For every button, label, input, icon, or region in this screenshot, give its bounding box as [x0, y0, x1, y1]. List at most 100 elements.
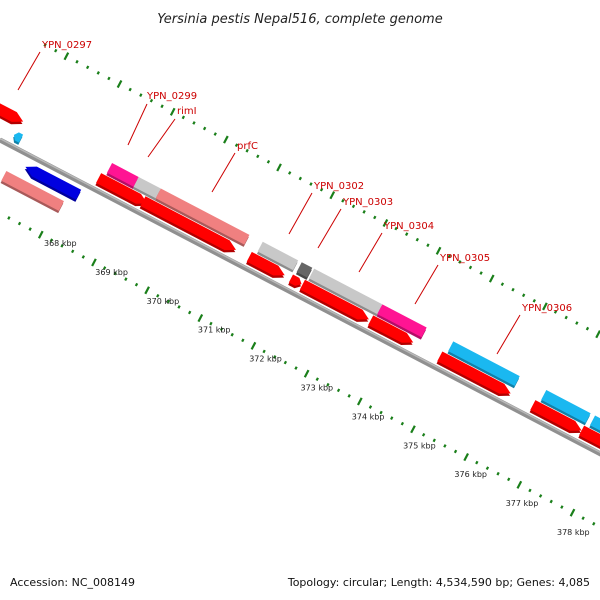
- tick-mark-lower: [113, 271, 117, 276]
- tick-dots: [7, 43, 600, 526]
- gene-label: YPN_0299: [146, 91, 197, 102]
- tick-mark-lower: [443, 444, 447, 448]
- feature-red-b-body: [246, 251, 285, 276]
- tick-mark-upper: [139, 93, 143, 97]
- scale-label: 376 kbp: [454, 470, 487, 479]
- tick-mark-lower: [549, 499, 553, 504]
- feature-red-b: [246, 251, 285, 278]
- tick-mark-upper: [435, 246, 442, 255]
- feature-red-c: [299, 279, 369, 322]
- feature-red-f: [529, 400, 582, 434]
- tick-mark-upper: [468, 265, 473, 270]
- tick-mark-upper: [160, 104, 164, 109]
- leader-line: [127, 103, 148, 146]
- tick-mark-lower: [250, 341, 257, 350]
- tick-mark-lower: [315, 377, 319, 382]
- tick-mark-upper: [202, 126, 207, 131]
- tick-mark-upper: [107, 76, 111, 81]
- gene-label-leaders: [17, 51, 521, 355]
- feature-red-g-body: [579, 425, 600, 447]
- scale-label: 374 kbp: [352, 412, 385, 421]
- leader-line: [496, 314, 521, 355]
- tick-mark-lower: [294, 366, 298, 370]
- feature-partial-red: [0, 103, 24, 125]
- tick-mark-lower: [336, 388, 341, 393]
- feature-gray-a: [132, 176, 161, 201]
- tick-mark-lower: [390, 416, 394, 420]
- tick-mark-lower: [569, 508, 576, 517]
- leader-line: [317, 208, 342, 249]
- feature-salmon-prfc-body: [155, 188, 250, 245]
- backbone-line: [0, 137, 600, 457]
- tick-mark-upper: [266, 160, 271, 164]
- gene-label: YPN_0303: [342, 197, 393, 208]
- tick-mark-upper: [276, 163, 282, 172]
- tick-mark-upper: [479, 271, 483, 275]
- feature-red-d-body: [368, 315, 414, 343]
- tick-mark-upper: [532, 298, 536, 303]
- tick-mark-upper: [426, 243, 430, 248]
- tick-mark-lower: [262, 349, 266, 354]
- tick-mark-upper: [223, 135, 229, 144]
- gene-label: YPN_0302: [313, 181, 364, 192]
- genome-summary-text: Topology: circular; Length: 4,534,590 bp…: [287, 576, 590, 589]
- tick-mark-upper: [329, 191, 336, 200]
- tick-mark-lower: [17, 221, 22, 226]
- leader-line: [414, 264, 439, 305]
- scale-label: 371 kbp: [198, 326, 231, 335]
- gene-label: YPN_0304: [383, 221, 434, 232]
- scale-label: 372 kbp: [249, 355, 282, 364]
- tick-mark-lower: [60, 243, 64, 248]
- tick-mark-lower: [453, 449, 458, 454]
- feature-red-c-body: [299, 279, 369, 320]
- tick-mark-lower: [283, 360, 288, 365]
- feature-red-f-body: [530, 400, 582, 431]
- feature-red-g: [578, 425, 600, 450]
- gene-features: [0, 103, 600, 450]
- tick-mark-lower: [560, 505, 564, 509]
- feature-cyan-b-body: [541, 390, 591, 423]
- scale-label: 370 kbp: [147, 297, 180, 306]
- tick-mark-upper: [128, 87, 132, 92]
- feature-blue-body: [25, 166, 82, 200]
- tick-mark-upper: [500, 282, 505, 286]
- tick-mark-lower: [241, 338, 245, 343]
- tick-mark-upper: [564, 315, 568, 320]
- leader-line: [211, 152, 236, 193]
- tick-mark-lower: [37, 230, 44, 239]
- tick-mark-lower: [368, 405, 373, 409]
- backbone-highlight: [0, 137, 600, 454]
- tick-mark-lower: [177, 305, 181, 309]
- map-title: Yersinia pestis Nepal516, complete genom…: [157, 12, 442, 27]
- tick-mark-upper: [458, 260, 462, 264]
- feature-partial-cyan: [13, 132, 24, 145]
- tick-mark-upper: [595, 330, 600, 339]
- scale-label: 373 kbp: [301, 384, 334, 393]
- tick-mark-lower: [273, 355, 277, 359]
- leader-line: [288, 192, 313, 235]
- tick-mark-lower: [347, 394, 351, 398]
- tick-mark-upper: [149, 98, 154, 103]
- leader-line: [147, 118, 176, 158]
- tick-mark-lower: [197, 314, 204, 323]
- scale-label: 377 kbp: [506, 499, 539, 508]
- feature-magenta-a-body: [106, 163, 139, 187]
- feature-cyan-a-body: [448, 341, 520, 386]
- tick-mark-lower: [516, 480, 523, 489]
- tick-mark-lower: [187, 310, 192, 315]
- tick-mark-lower: [91, 258, 97, 267]
- tick-mark-upper: [351, 204, 356, 209]
- tick-mark-upper: [373, 215, 377, 220]
- feature-red-small: [288, 274, 302, 289]
- feature-salmon-a: [0, 170, 64, 214]
- tick-mark-upper: [405, 232, 409, 236]
- tick-mark-upper: [63, 52, 70, 61]
- tick-mark-lower: [134, 282, 139, 287]
- tick-mark-lower: [538, 494, 543, 498]
- gene-labels: YPN_0297 YPN_0299 rimI prfC YPN_0302 YPN_0303…: [41, 40, 572, 314]
- feature-magenta-b-body: [377, 304, 427, 338]
- feature-red-prfc-body: [140, 196, 236, 251]
- feature-gray-c-body: [309, 268, 383, 315]
- feature-red-small-body: [288, 274, 302, 286]
